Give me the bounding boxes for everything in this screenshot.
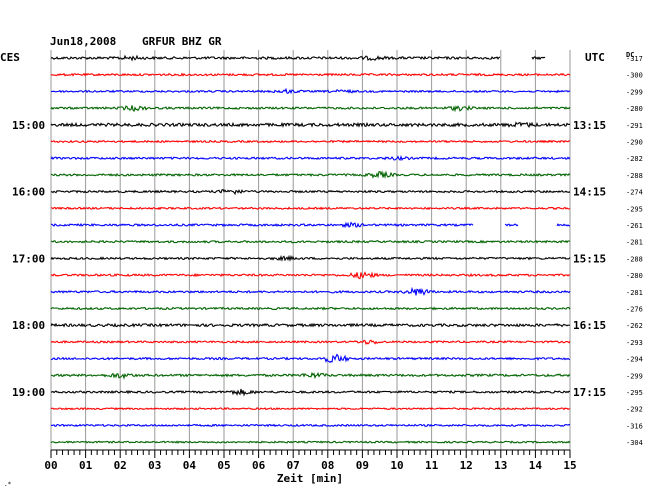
- dc-offset-19: -299: [626, 372, 643, 380]
- trace-8: [50, 188, 571, 196]
- left-time-label: 17:00: [12, 252, 45, 265]
- dc-offset-3: -280: [626, 105, 643, 113]
- x-tick-label: 00: [44, 459, 57, 472]
- x-tick-label: 06: [252, 459, 266, 472]
- dc-offset-5: -290: [626, 139, 643, 147]
- x-tick-label: 05: [217, 459, 230, 472]
- x-tick-label: 03: [148, 459, 161, 472]
- dc-offset-6: -282: [626, 155, 643, 163]
- dc-offset-22: -316: [626, 422, 643, 430]
- dc-offset-13: -280: [626, 272, 643, 280]
- trace-3: [50, 104, 571, 113]
- right-time-label: 13:15: [573, 119, 606, 132]
- left-time-label: 18:00: [12, 319, 45, 332]
- x-tick-label: 14: [529, 459, 543, 472]
- dc-offset-9: -295: [626, 205, 643, 213]
- dc-offset-18: -294: [626, 356, 643, 364]
- corner-mark: .*: [4, 481, 12, 488]
- left-time-label: 15:00: [12, 119, 45, 132]
- x-tick-label: 09: [356, 459, 369, 472]
- right-time-label: 16:15: [573, 319, 606, 332]
- dc-offset-17: -293: [626, 339, 643, 347]
- dc-offset-0: -317: [626, 55, 643, 63]
- trace-4: [50, 121, 571, 128]
- trace-19: [50, 371, 571, 380]
- trace-5: [50, 139, 571, 144]
- trace-2: [50, 87, 571, 95]
- trace-1: [50, 72, 571, 77]
- trace-23: [50, 440, 571, 444]
- x-tick-label: 04: [183, 459, 197, 472]
- trace-17: [50, 339, 571, 346]
- dc-offset-4: -291: [626, 122, 643, 130]
- right-time-label: 17:15: [573, 386, 606, 399]
- trace-9: [50, 206, 571, 211]
- trace-22: [50, 423, 571, 428]
- trace-10: [50, 221, 571, 229]
- right-time-label: 15:15: [573, 252, 606, 265]
- x-tick-label: 13: [494, 459, 507, 472]
- x-axis-title: Zeit [min]: [277, 472, 343, 485]
- x-tick-label: 01: [79, 459, 93, 472]
- trace-20: [50, 388, 571, 397]
- trace-16: [50, 322, 571, 328]
- dc-offset-12: -288: [626, 255, 643, 263]
- left-time-label: 19:00: [12, 386, 45, 399]
- trace-6: [50, 154, 571, 162]
- trace-11: [50, 239, 571, 244]
- trace-7: [50, 170, 571, 180]
- x-tick-label: 15: [563, 459, 576, 472]
- dc-offset-1: -300: [626, 72, 643, 80]
- x-tick-label: 02: [114, 459, 127, 472]
- dc-offset-8: -274: [626, 189, 643, 197]
- trace-15: [50, 306, 571, 311]
- trace-13: [50, 271, 571, 280]
- dc-offset-14: -281: [626, 289, 643, 297]
- x-tick-label: 07: [287, 459, 300, 472]
- time-labels: 15:00 16:00 17:00 18:00 19:00 13:15 14:15 15:15…: [12, 119, 606, 399]
- x-tick-label: 08: [321, 459, 334, 472]
- x-tick-label: 11: [425, 459, 439, 472]
- dc-offset-15: -276: [626, 306, 643, 314]
- trace-18: [50, 353, 571, 364]
- dc-label: DC: [626, 51, 634, 59]
- x-tick-label: 12: [460, 459, 473, 472]
- header-station: GRFUR BHZ GR: [142, 35, 222, 48]
- x-axis: 00 01 02 03 04 05 06 07 08 09 10 11 12 13 14 15: [44, 449, 577, 472]
- dc-offset-11: -281: [626, 239, 643, 247]
- left-time-label: 16:00: [12, 186, 45, 199]
- right-time-label: 14:15: [573, 186, 606, 199]
- dc-offset-2: -299: [626, 88, 643, 96]
- trace-14: [50, 286, 571, 296]
- right-zone-label: UTC: [585, 51, 605, 64]
- dc-offset-21: -292: [626, 406, 643, 414]
- minute-grid: [50, 50, 571, 450]
- trace-21: [50, 406, 571, 411]
- trace-0: [50, 54, 546, 62]
- trace-12: [50, 254, 571, 262]
- dc-offset-23: -304: [626, 439, 643, 447]
- trace-group: [50, 54, 571, 444]
- header-date: Jun18,2008: [50, 35, 116, 48]
- dc-offset-16: -262: [626, 322, 643, 330]
- dc-offset-10: -261: [626, 222, 643, 230]
- dc-offset-20: -295: [626, 389, 643, 397]
- dc-offset-7: -288: [626, 172, 643, 180]
- dc-offset-labels: -317 -300 -299 -280 -291 -290 -282 -288 -274 -295…: [626, 55, 643, 447]
- left-zone-label: CES: [0, 51, 20, 64]
- x-tick-label: 10: [390, 459, 403, 472]
